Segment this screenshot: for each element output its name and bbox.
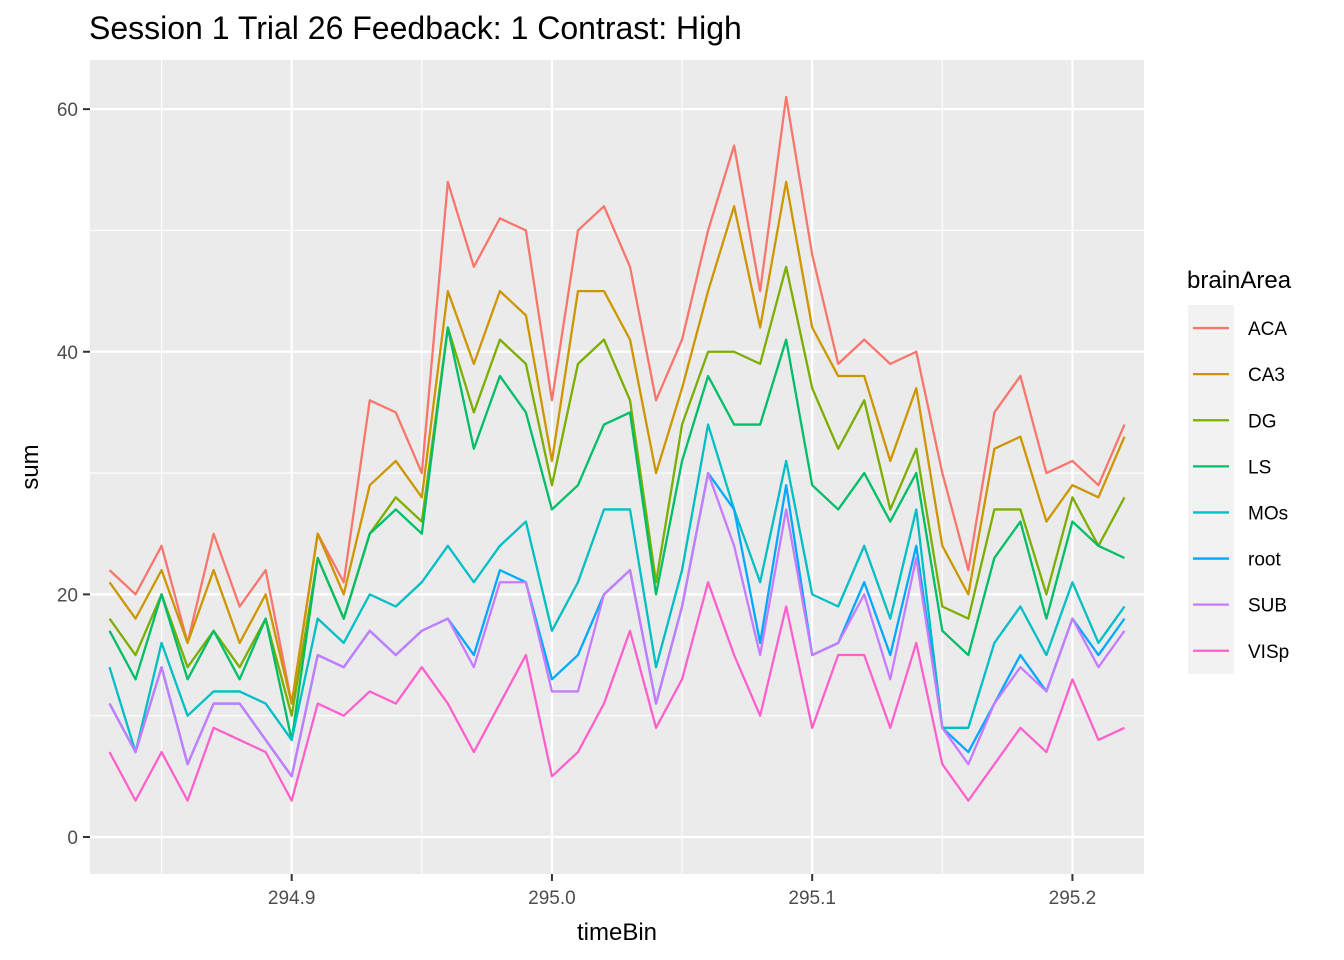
y-tick-label: 0 — [67, 828, 78, 849]
x-tick-label: 295.0 — [528, 888, 576, 909]
legend-label-visp: VISp — [1248, 642, 1289, 663]
series-line-sub — [108, 471, 1126, 778]
series-line-dg — [108, 265, 1126, 717]
series-lines — [108, 95, 1126, 802]
series-line-ls — [108, 326, 1125, 742]
chart-title: Session 1 Trial 26 Feedback: 1 Contrast:… — [89, 10, 742, 46]
y-axis-title: sum — [17, 444, 44, 489]
legend-label-mos: MOs — [1248, 503, 1288, 524]
y-tick-label: 60 — [57, 100, 78, 121]
legend-label-dg: DG — [1248, 411, 1277, 432]
legend-key-background — [1188, 305, 1234, 674]
series-line-ca3 — [108, 180, 1126, 705]
legend-label-root: root — [1248, 550, 1281, 571]
legend-title: brainArea — [1187, 267, 1292, 294]
x-axis-title: timeBin — [577, 919, 657, 946]
x-tick-label: 295.2 — [1049, 888, 1097, 909]
legend-label-ca3: CA3 — [1248, 365, 1285, 386]
y-tick-label: 40 — [57, 343, 78, 364]
legend-label-ls: LS — [1248, 457, 1271, 478]
x-axis: 294.9 295.0 295.1 295.2 — [268, 874, 1096, 909]
legend-label-aca: ACA — [1248, 319, 1287, 340]
legend: brainArea ACA CA3 DG LS MOs root SUB VISp — [1187, 267, 1292, 674]
legend-label-sub: SUB — [1248, 596, 1287, 617]
series-line-visp — [108, 581, 1125, 802]
series-line-mos — [108, 423, 1126, 754]
x-tick-label: 294.9 — [268, 888, 316, 909]
series-line-aca — [108, 95, 1126, 705]
grid-major — [90, 60, 1144, 874]
x-tick-label: 295.1 — [788, 888, 836, 909]
y-tick-label: 20 — [57, 585, 78, 606]
y-axis: 0 20 40 60 — [57, 100, 90, 849]
